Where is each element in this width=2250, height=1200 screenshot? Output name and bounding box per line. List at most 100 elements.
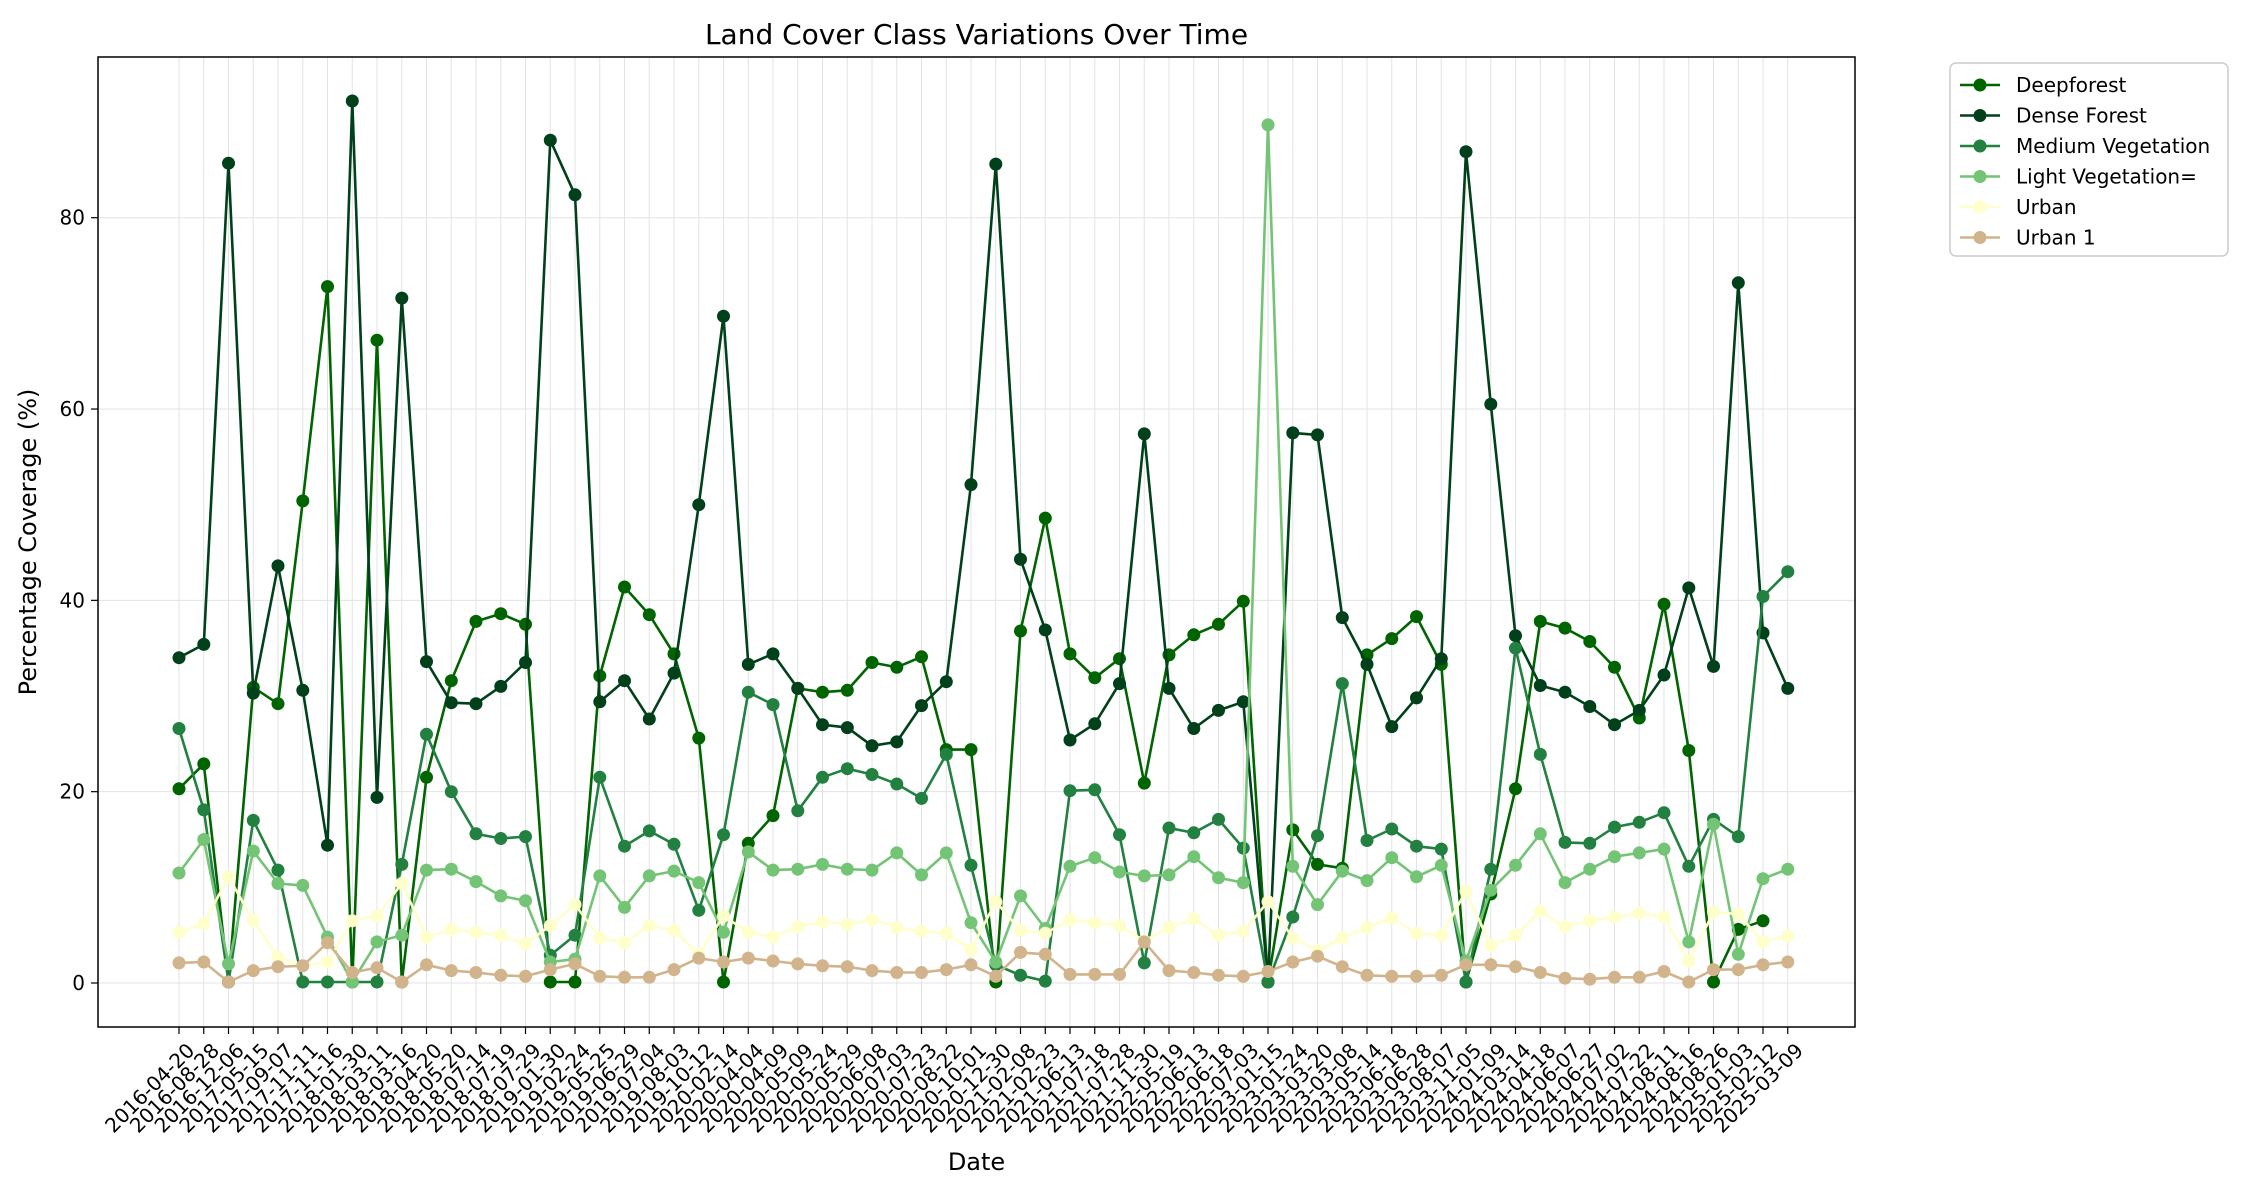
plot-area-frame — [97, 56, 1856, 1028]
data-point — [816, 915, 829, 929]
data-point — [1583, 700, 1597, 713]
data-point — [890, 921, 904, 934]
data-point — [766, 954, 780, 968]
data-point — [939, 963, 953, 977]
data-point — [717, 909, 730, 923]
y-axis-title: Percentage Coverage (%) — [14, 389, 42, 696]
y-tick-label: 0 — [72, 971, 85, 995]
data-point — [370, 935, 384, 949]
series-light-vegetation — [172, 118, 1795, 989]
data-point — [1360, 921, 1374, 934]
data-point — [618, 900, 631, 914]
data-point — [420, 958, 433, 972]
data-point — [1014, 923, 1027, 937]
data-point — [246, 844, 260, 858]
data-point — [519, 830, 532, 844]
data-point — [642, 712, 656, 726]
data-point — [1558, 835, 1572, 849]
data-point — [321, 975, 334, 989]
legend-label: Medium Vegetation — [2016, 134, 2210, 158]
data-point — [1410, 691, 1423, 705]
data-point — [1558, 685, 1572, 699]
data-point — [395, 928, 409, 942]
data-point — [1088, 717, 1102, 731]
data-point — [1261, 118, 1275, 132]
data-point — [395, 291, 409, 305]
data-point — [1113, 967, 1126, 981]
data-point — [1236, 695, 1250, 709]
data-point — [568, 898, 582, 912]
data-point — [593, 969, 607, 983]
data-point — [1484, 939, 1498, 953]
data-point — [692, 903, 706, 917]
data-point — [964, 958, 978, 972]
data-point — [420, 863, 433, 877]
data-point — [1088, 916, 1102, 930]
data-point — [1385, 822, 1399, 836]
data-point — [1335, 611, 1349, 625]
data-point — [1212, 871, 1225, 885]
data-point — [345, 966, 359, 979]
y-tick-label: 20 — [60, 780, 85, 804]
data-point — [172, 956, 186, 970]
data-point — [939, 926, 953, 940]
data-point — [1509, 928, 1522, 942]
data-point — [444, 696, 458, 710]
data-point — [1707, 963, 1720, 977]
data-point — [370, 790, 384, 804]
data-point — [1756, 935, 1770, 949]
data-point — [444, 785, 458, 799]
data-point — [1162, 821, 1176, 835]
legend-item: Light Vegetation= — [1960, 165, 2197, 189]
data-point — [766, 930, 780, 944]
data-point — [197, 955, 211, 969]
series-urban-1 — [172, 935, 1795, 989]
data-point — [1063, 967, 1077, 981]
data-point — [1731, 963, 1745, 977]
data-point — [766, 647, 780, 661]
data-point — [1360, 968, 1374, 982]
data-point — [1657, 842, 1671, 856]
data-point — [1434, 842, 1448, 856]
legend-marker — [1973, 78, 1987, 92]
data-point — [593, 770, 607, 784]
data-point — [370, 333, 384, 347]
data-point — [1187, 850, 1201, 864]
data-point — [271, 877, 285, 890]
data-point — [1014, 889, 1027, 903]
data-point — [172, 925, 186, 939]
data-point — [1063, 733, 1077, 747]
data-point — [321, 838, 334, 852]
data-point — [618, 936, 631, 950]
data-point — [1063, 859, 1077, 873]
data-point — [296, 959, 310, 973]
data-point — [1335, 960, 1349, 974]
data-point — [791, 804, 805, 818]
data-point — [964, 916, 978, 930]
data-point — [618, 839, 631, 853]
data-point — [1781, 929, 1795, 943]
data-point — [1509, 629, 1522, 643]
data-point — [816, 685, 829, 699]
data-point — [1088, 783, 1102, 797]
data-point — [296, 878, 310, 892]
data-point — [1657, 965, 1671, 978]
data-point — [1533, 679, 1547, 692]
data-point — [1286, 426, 1300, 440]
data-point — [420, 770, 433, 784]
data-point — [642, 608, 656, 622]
data-point — [840, 862, 854, 876]
data-point — [519, 656, 532, 669]
x-axis-title: Date — [948, 1148, 1005, 1176]
data-point — [197, 803, 211, 817]
data-point — [791, 681, 805, 695]
data-point — [444, 964, 458, 978]
data-point — [1088, 671, 1102, 685]
data-point — [1162, 921, 1176, 934]
data-point — [420, 727, 433, 741]
data-point — [1162, 868, 1176, 882]
data-point — [717, 828, 730, 842]
data-point — [593, 695, 607, 709]
legend-label: Urban — [2016, 195, 2077, 219]
data-point — [1632, 970, 1646, 984]
